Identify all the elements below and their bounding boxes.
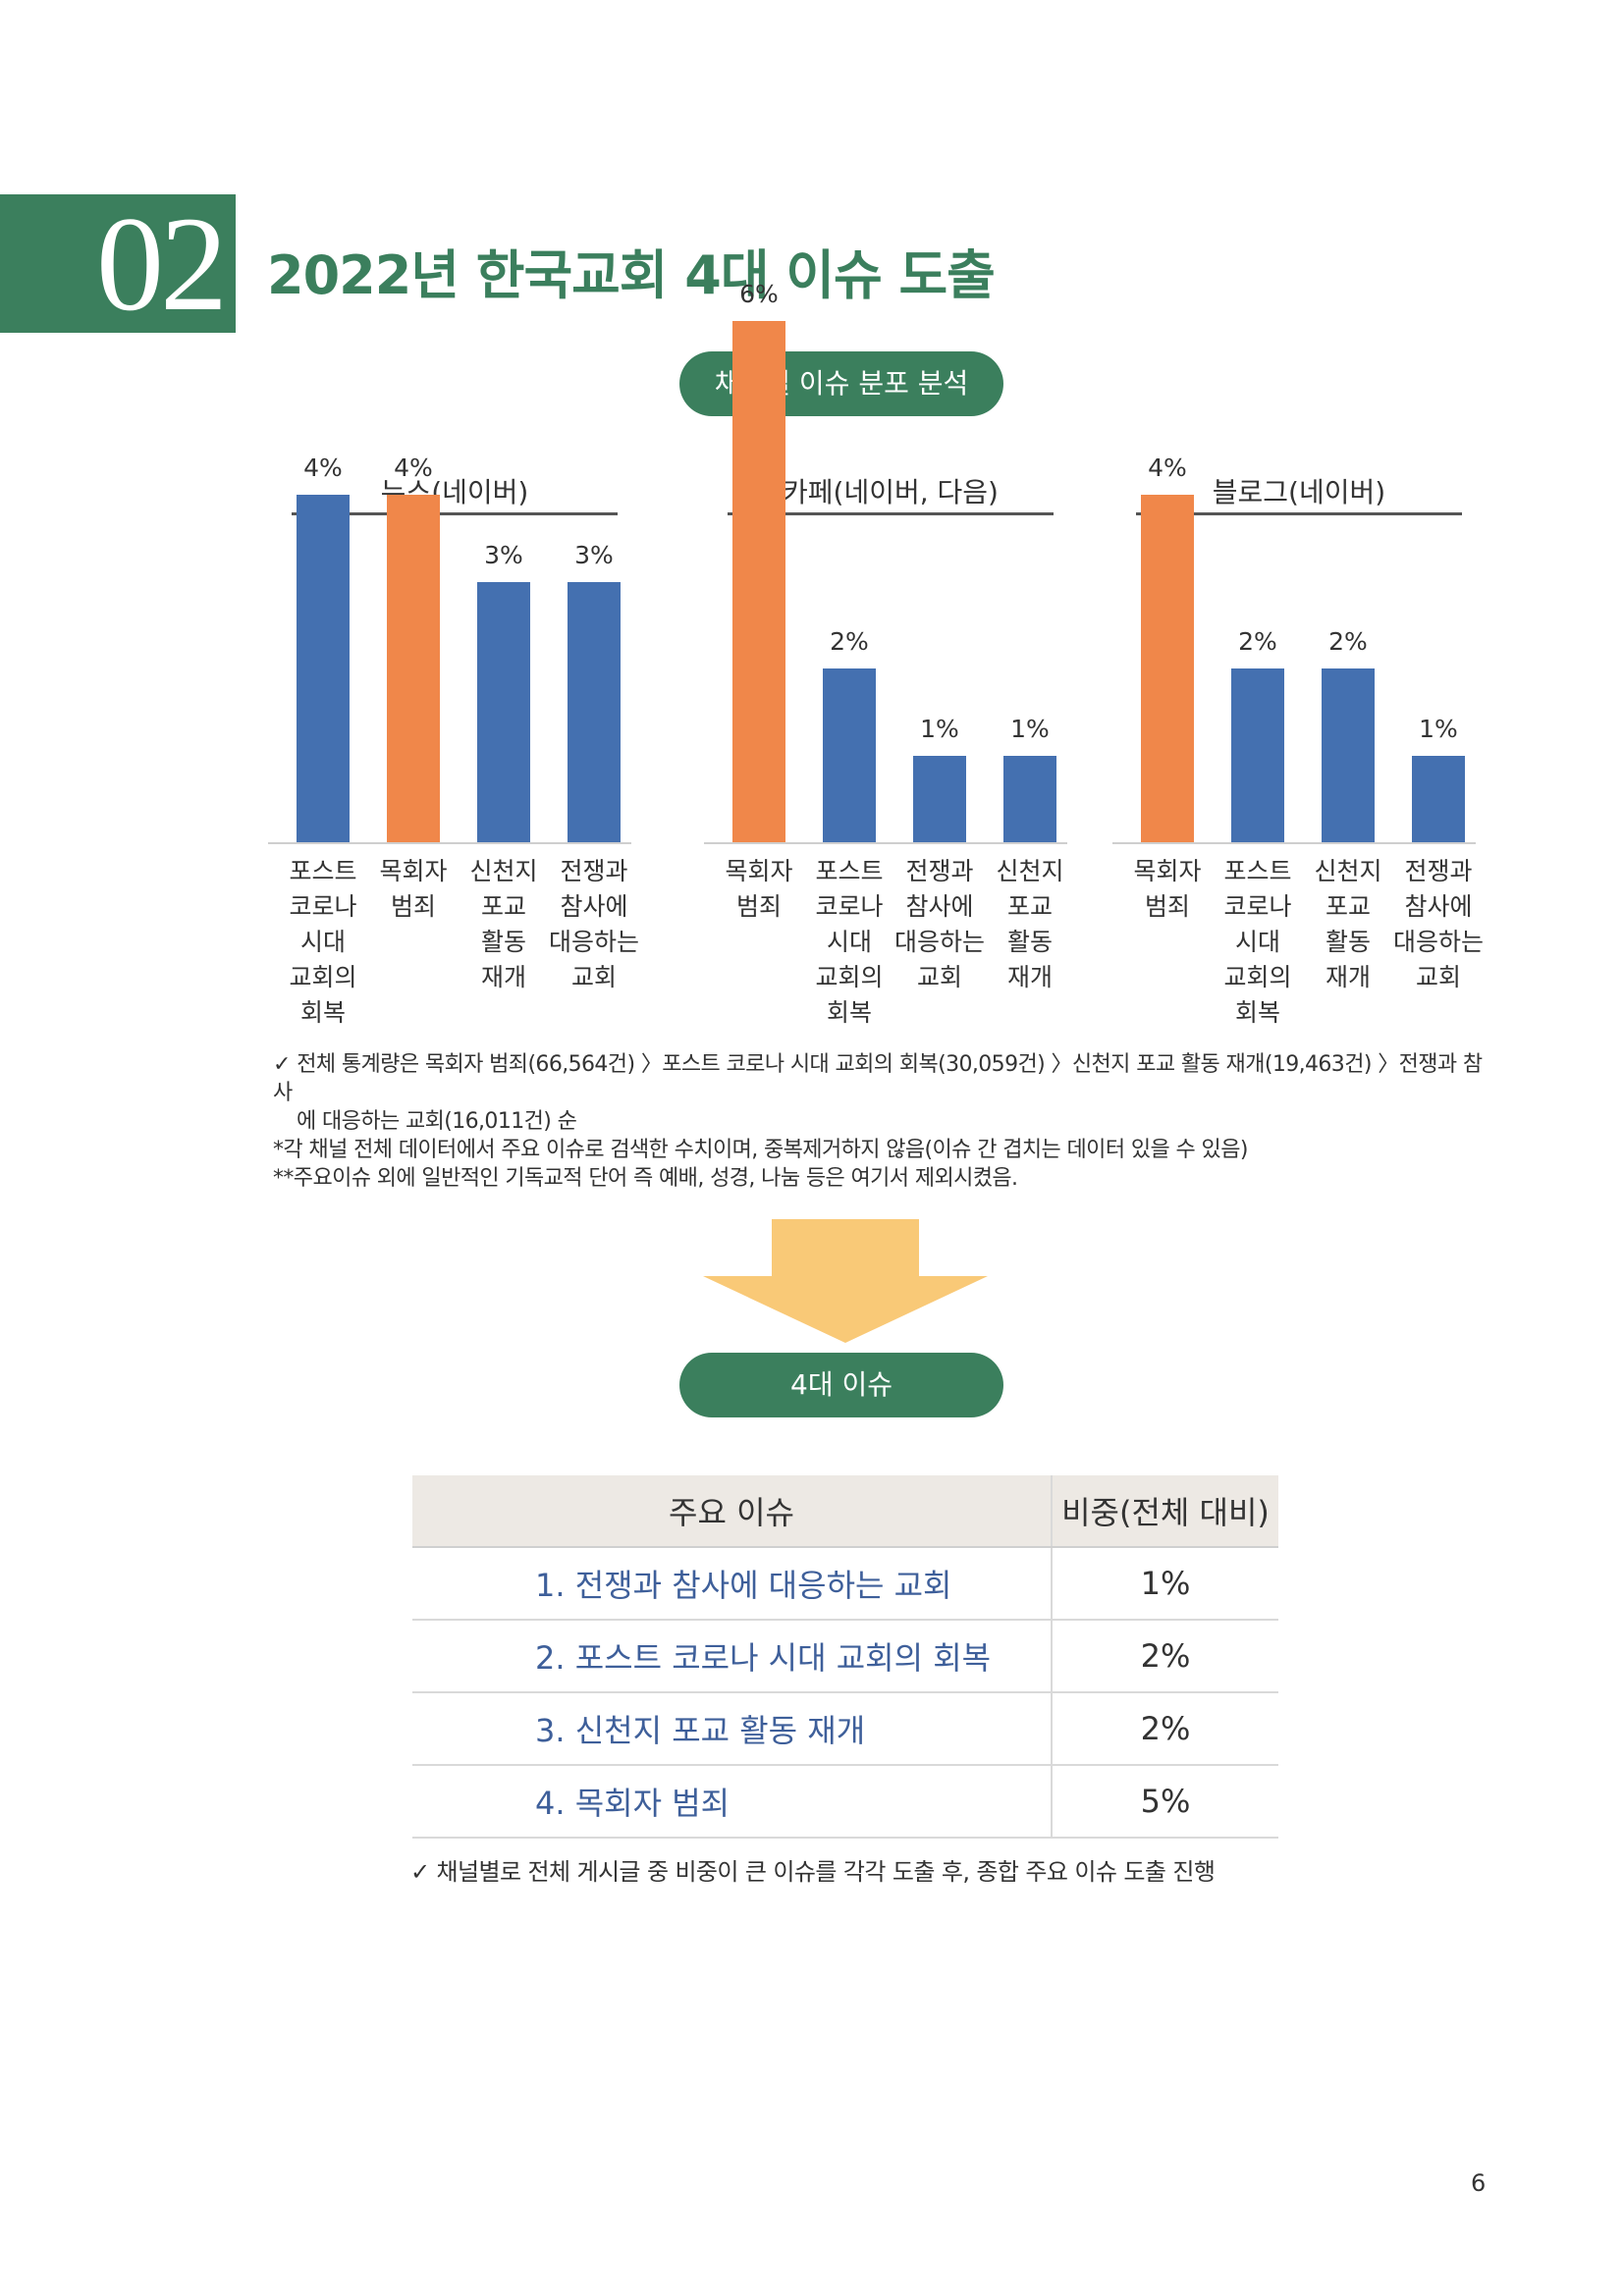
table-row: 2. 포스트 코로나 시대 교회의 회복 2% (412, 1620, 1278, 1693)
header-issue: 주요 이슈 (412, 1475, 1052, 1548)
chart-bar (568, 581, 621, 842)
chart-bar (1231, 668, 1284, 842)
header-share: 비중(전체 대비) (1051, 1475, 1278, 1548)
issues-table: 주요 이슈 비중(전체 대비) 1. 전쟁과 참사에 대응하는 교회 1% 2.… (412, 1475, 1278, 1839)
chart-title: 카페(네이버, 다음) (783, 476, 999, 508)
chart-baseline (704, 842, 1067, 844)
chart-bar (477, 581, 530, 842)
page-number: 6 (1471, 2169, 1487, 2197)
down-arrow-icon (703, 1219, 988, 1343)
chart-title-rule (728, 512, 1054, 515)
chart-bar (1141, 495, 1194, 842)
chart-bar (297, 495, 350, 842)
chart-cafe: 카페(네이버, 다음) 6% 목회자 범죄 2% 포스트 코로나 시대 교회의 회복 1… (704, 280, 1077, 1041)
category-label: 전쟁과 참사에 대응하는 교회 (894, 857, 986, 991)
category-label: 전쟁과 참사에 대응하는 교회 (549, 857, 640, 991)
chart-title-rule (1136, 512, 1462, 515)
chart-bar (823, 668, 876, 842)
chart-blog: 블로그(네이버) 4% 목회자 범죄 2% 포스트 코로나 시대 교회의 회복 2% 신천… (1112, 454, 1486, 1041)
note-line: 에 대응하는 교회(16,011건) 순 (297, 1109, 577, 1134)
page-title: 2022년 한국교회 4대 이슈 도출 (267, 244, 996, 306)
issue-cell: 1. 전쟁과 참사에 대응하는 교회 (412, 1547, 1052, 1621)
chart-bar (732, 321, 785, 842)
chart-title: 블로그(네이버) (1212, 476, 1386, 508)
four-issues-pill: 4대 이슈 (679, 1353, 1003, 1417)
category-label: 목회자 범죄 (379, 857, 448, 921)
note-line: *각 채널 전체 데이터에서 주요 이슈로 검색한 수치이며, 중복제거하지 않… (273, 1138, 1248, 1162)
bar-value-label: 1% (1419, 714, 1458, 743)
section-number-block (0, 194, 236, 333)
issue-cell: 3. 신천지 포교 활동 재개 (412, 1692, 1052, 1766)
table-row: 4. 목회자 범죄 5% (412, 1765, 1278, 1839)
bar-value-label: 2% (1328, 627, 1368, 656)
category-label: 포스트 코로나 시대 교회의 회복 (1223, 857, 1292, 1027)
chart-title-rule (292, 512, 618, 515)
chart-bar (913, 755, 966, 842)
share-cell: 5% (1051, 1765, 1278, 1839)
channel-analysis-pill: 채널별 이슈 분포 분석 (679, 351, 1003, 416)
category-label: 신천지 포교 활동 재개 (1314, 857, 1382, 991)
category-label: 신천지 포교 활동 재개 (996, 857, 1064, 991)
footer-note: ✓ 채널별로 전체 게시글 중 비중이 큰 이슈를 각각 도출 후, 종합 주요… (410, 1858, 1216, 1886)
bar-value-label: 3% (484, 540, 523, 569)
chart-bar (387, 495, 440, 842)
chart-baseline (1112, 842, 1476, 844)
bar-value-label: 4% (303, 454, 343, 482)
table-header-row: 주요 이슈 비중(전체 대비) (412, 1475, 1278, 1548)
chart-bar (1003, 755, 1056, 842)
issue-cell: 4. 목회자 범죄 (412, 1765, 1052, 1839)
bar-value-label: 2% (830, 627, 869, 656)
bar-value-label: 4% (394, 454, 433, 482)
bar-value-label: 6% (739, 280, 779, 308)
chart-notes: ✓ 전체 통계량은 목회자 범죄(66,564건) 〉포스트 코로나 시대 교회… (273, 1050, 1490, 1193)
issue-cell: 2. 포스트 코로나 시대 교회의 회복 (412, 1620, 1052, 1693)
category-label: 목회자 범죄 (1133, 857, 1202, 921)
note-line: ✓ 전체 통계량은 목회자 범죄(66,564건) 〉포스트 코로나 시대 교회… (273, 1052, 1483, 1105)
share-cell: 2% (1051, 1692, 1278, 1766)
share-cell: 2% (1051, 1620, 1278, 1693)
bar-value-label: 3% (574, 540, 614, 569)
category-label: 포스트 코로나 시대 교회의 회복 (289, 857, 357, 1027)
bar-value-label: 1% (920, 714, 959, 743)
chart-news: 뉴스(네이버) 4% 포스트 코로나 시대 교회의 회복 4% 목회자 범죄 3% 신천지… (268, 454, 641, 1041)
category-label: 신천지 포교 활동 재개 (469, 857, 538, 991)
chart-bar (1322, 668, 1375, 842)
chart-bar (1412, 755, 1465, 842)
table-row: 1. 전쟁과 참사에 대응하는 교회 1% (412, 1547, 1278, 1621)
table-row: 3. 신천지 포교 활동 재개 2% (412, 1692, 1278, 1766)
category-label: 포스트 코로나 시대 교회의 회복 (815, 857, 884, 1027)
share-cell: 1% (1051, 1547, 1278, 1621)
category-label: 목회자 범죄 (725, 857, 793, 921)
bar-value-label: 4% (1148, 454, 1187, 482)
bar-value-label: 1% (1010, 714, 1050, 743)
bar-value-label: 2% (1238, 627, 1277, 656)
category-label: 전쟁과 참사에 대응하는 교회 (1393, 857, 1485, 991)
section-number: 02 (96, 188, 228, 339)
chart-baseline (268, 842, 631, 844)
note-line: **주요이슈 외에 일반적인 기독교적 단어 즉 예배, 성경, 나눔 등은 여… (273, 1166, 1018, 1191)
